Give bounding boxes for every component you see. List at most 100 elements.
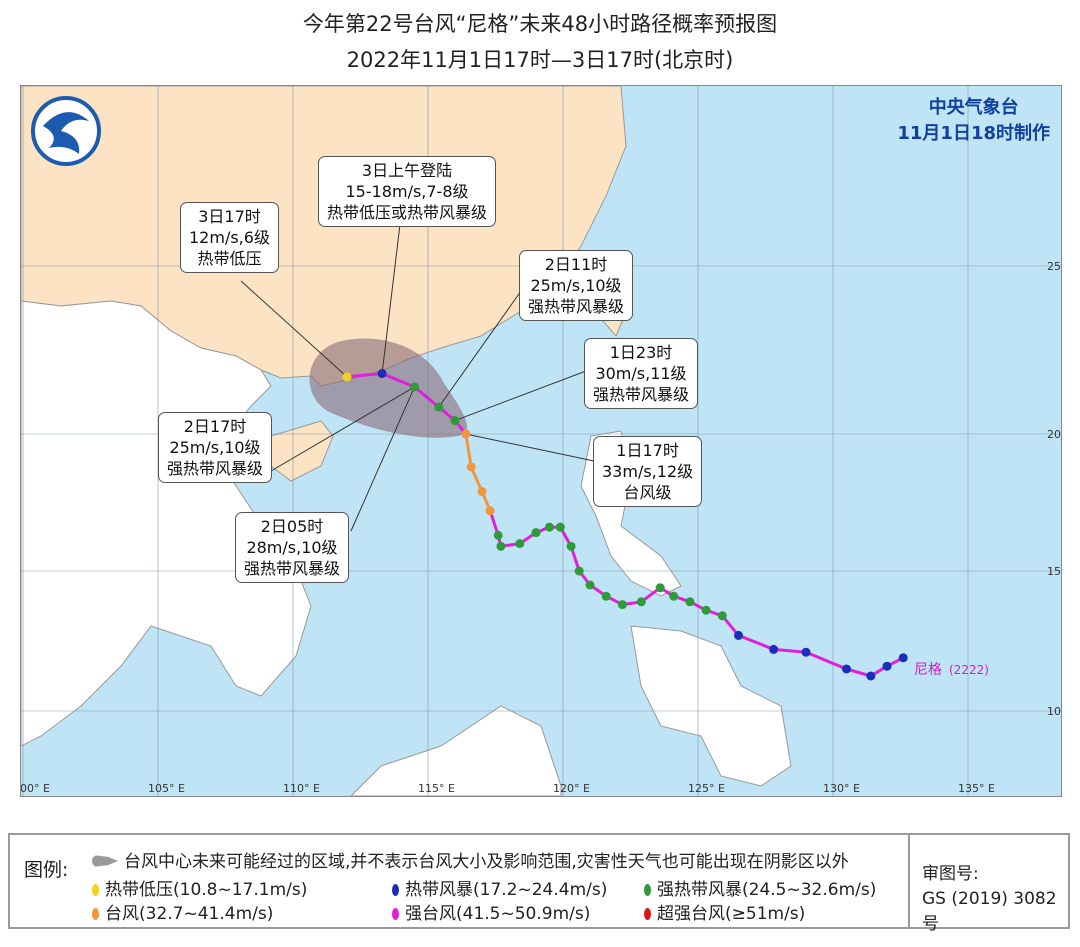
legend-cone: 台风中心未来可能经过的区域,并不表示台风大小及影响范围,灾害性天气也可能出现在阴… <box>92 847 849 872</box>
typhoon-symbol-icon <box>392 884 399 896</box>
forecast-callout: 1日17时 33m/s,12级 台风级 <box>593 436 703 507</box>
callout-level: 热带低压 <box>197 249 262 268</box>
callout-level: 强热带风暴级 <box>593 385 690 404</box>
leader-line <box>240 280 348 378</box>
past-track-point <box>655 583 665 593</box>
legend-item: 强台风(41.5~50.9m/s) <box>392 899 590 924</box>
past-track-segment <box>805 650 848 671</box>
callout-wind: 25m/s,10级 <box>169 438 261 457</box>
forecast-track-point <box>450 416 460 426</box>
legend-item: 台风(32.7~41.4m/s) <box>92 899 273 924</box>
past-track-point <box>477 487 487 497</box>
leader-line <box>465 433 595 462</box>
past-track-point <box>555 522 565 532</box>
leader-line <box>381 215 402 374</box>
past-track-point <box>466 462 476 472</box>
past-track-point <box>566 541 576 551</box>
callout-wind: 28m/s,10级 <box>246 538 338 557</box>
past-track-point <box>882 661 892 671</box>
past-track-point <box>701 605 711 615</box>
visayas-mindanao <box>630 625 792 787</box>
typhoon-name: 尼格 <box>914 662 942 678</box>
past-track-point <box>493 530 503 540</box>
past-track-point <box>574 566 584 576</box>
leader-line <box>270 386 415 472</box>
past-track-point <box>485 506 495 516</box>
borneo <box>350 705 562 796</box>
lat-tick-label: 10 <box>1047 705 1061 718</box>
typhoon-track <box>342 369 908 681</box>
lon-tick-label: 100° E <box>20 782 50 795</box>
callout-time: 3日17时 <box>198 207 261 226</box>
past-track-point <box>842 664 851 674</box>
cma-logo-icon <box>31 96 101 166</box>
agency-block: 中央气象台 11月1日18时制作 <box>897 95 1050 147</box>
callout-time: 2日17时 <box>183 417 247 436</box>
past-track-point <box>496 541 506 551</box>
callout-wind: 33m/s,12级 <box>602 462 694 481</box>
callout-wind: 15-18m/s,7-8级 <box>345 182 469 201</box>
callout-level: 强热带风暴级 <box>528 297 625 316</box>
callout-level: 热带低压或热带风暴级 <box>327 203 488 222</box>
callout-time: 1日17时 <box>616 441 679 460</box>
past-track-point <box>898 653 908 663</box>
callout-level: 强热带风暴级 <box>244 559 341 578</box>
legend-item: 超强台风(≥51m/s) <box>644 899 805 924</box>
lat-tick-label: 15 <box>1047 565 1061 578</box>
forecast-track-point <box>377 369 387 379</box>
past-track-point <box>601 591 611 601</box>
legend-item-label: 超强台风(≥51m/s) <box>657 904 806 924</box>
forecast-callout: 3日17时 12m/s,6级 热带低压 <box>180 202 279 273</box>
lat-tick-label: 25 <box>1047 260 1061 273</box>
legend-item: 强热带风暴(24.5~32.6m/s) <box>644 875 876 900</box>
legend-item-label: 强台风(41.5~50.9m/s) <box>405 904 591 924</box>
lon-tick-label: 115° E <box>418 782 455 795</box>
map-title: 今年第22号台风“尼格”未来48小时路径概率预报图 <box>302 12 778 36</box>
callout-time: 1日23时 <box>609 343 673 362</box>
callout-time: 2日05时 <box>260 517 324 536</box>
forecast-track-point <box>461 429 471 439</box>
forecast-track-segment <box>413 385 440 409</box>
past-track-point <box>866 671 876 681</box>
legend-title: 图例: <box>24 859 69 881</box>
review-label: 审图号: <box>922 864 979 884</box>
legend-item-label: 热带风暴(17.2~24.4m/s) <box>405 880 608 900</box>
callout-level: 台风级 <box>623 483 672 502</box>
legend-item-label: 热带低压(10.8~17.1m/s) <box>105 880 308 900</box>
typhoon-symbol-icon <box>644 908 651 920</box>
past-track-point <box>515 539 525 549</box>
past-track-point <box>734 630 743 640</box>
legend-item: 热带风暴(17.2~24.4m/s) <box>392 875 607 900</box>
past-track-point <box>669 591 679 601</box>
lon-tick-label: 125° E <box>688 782 725 795</box>
past-track-point <box>801 647 811 657</box>
forecast-callout: 1日23时 30m/s,11级 强热带风暴级 <box>584 338 699 409</box>
callout-wind: 30m/s,11级 <box>595 364 687 383</box>
forecast-track-segment <box>346 372 383 379</box>
made-time: 11月1日18时制作 <box>897 123 1050 144</box>
legend-cone-text: 台风中心未来可能经过的区域,并不表示台风大小及影响范围,灾害性天气也可能出现在阴… <box>124 852 849 872</box>
forecast-track-point <box>342 372 352 382</box>
past-track-point <box>531 528 541 538</box>
past-track-point <box>685 597 695 607</box>
forecast-track-point <box>434 402 444 412</box>
lat-tick-label: 20 <box>1047 428 1061 441</box>
review-number: GS (2019) 3082号 <box>922 889 1057 934</box>
map-subtitle: 2022年11月1日17时—3日17时(北京时) <box>346 48 734 72</box>
past-track-point <box>545 522 554 532</box>
callout-level: 强热带风暴级 <box>167 459 264 478</box>
past-track-segment <box>773 647 807 654</box>
callout-wind: 12m/s,6级 <box>189 228 270 247</box>
legend-item: 热带低压(10.8~17.1m/s) <box>92 875 307 900</box>
leader-line <box>454 370 587 422</box>
past-track-point <box>717 611 727 621</box>
typhoon-symbol-icon <box>92 908 99 920</box>
legend-item-label: 台风(32.7~41.4m/s) <box>105 904 274 924</box>
callout-leaders <box>240 215 595 532</box>
callout-time: 3日上午登陆 <box>361 161 453 180</box>
legend-item-label: 强热带风暴(24.5~32.6m/s) <box>657 880 877 900</box>
forecast-track-segment <box>381 372 416 389</box>
callout-time: 2日11时 <box>544 255 608 274</box>
typhoon-symbol-icon <box>644 884 651 896</box>
